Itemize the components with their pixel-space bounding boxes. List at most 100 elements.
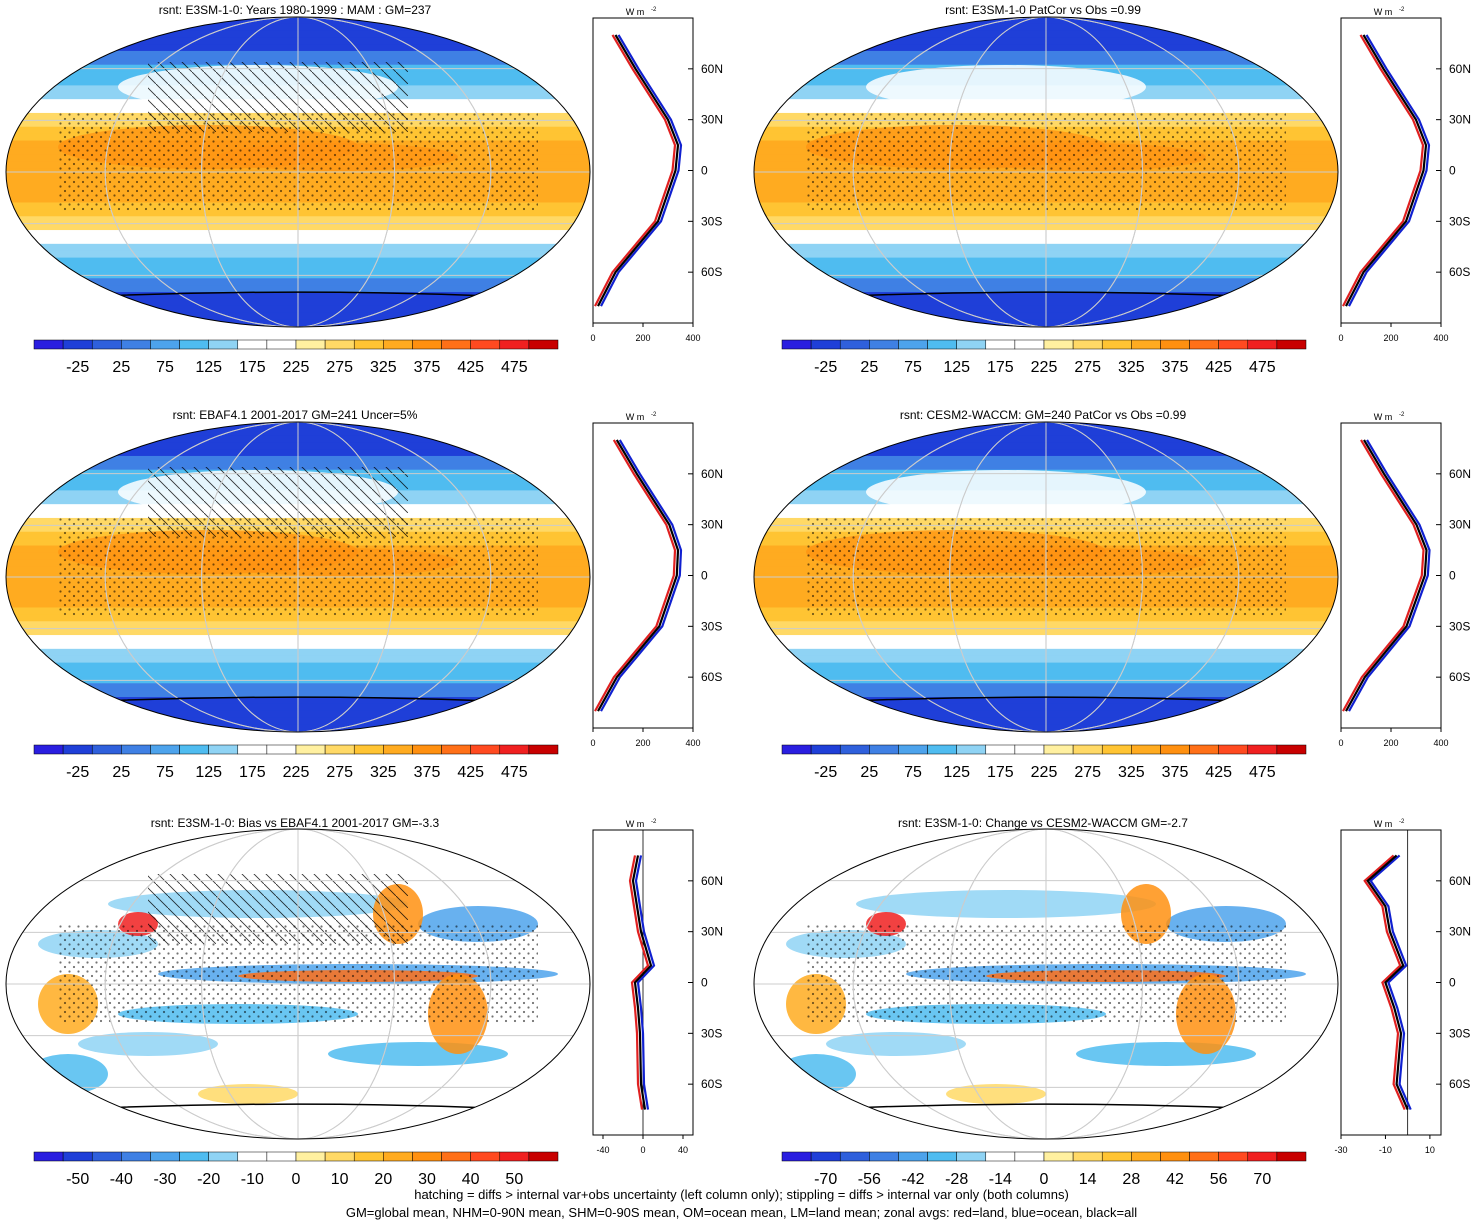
colorbar-tick-label: 20 — [374, 1171, 392, 1188]
zonal-tick-label: 40 — [678, 1145, 688, 1155]
zonal-tick-label: 0 — [1338, 333, 1343, 343]
zonal-tick-label: 200 — [635, 738, 650, 748]
colorbar-tick-label: 175 — [987, 764, 1014, 781]
panel-title: rsnt: E3SM-1-0: Change vs CESM2-WACCM GM… — [898, 816, 1188, 830]
lat-tick-label: 60S — [701, 670, 722, 684]
lat-tick-label: 60N — [701, 467, 723, 481]
zonal-tick-label: 0 — [640, 1145, 645, 1155]
colorbar-tick-label: 25 — [112, 764, 130, 781]
map-field — [6, 829, 590, 1139]
lat-tick-label: 0 — [1449, 976, 1456, 990]
lat-tick-label: 0 — [1449, 164, 1456, 178]
zonal-mean-line — [597, 439, 680, 712]
colorbar-tick-label: 10 — [331, 1171, 349, 1188]
colorbar-tick-label: 56 — [1210, 1171, 1228, 1188]
zonal-mean-panel: W m -2 60N 30N 0 30S 60S 0 200 400 — [1338, 412, 1471, 748]
colorbar-tick-label: 25 — [860, 764, 878, 781]
colorbar: -70 -56 -42 -28 -14 0 14 28 42 56 70 — [781, 1151, 1307, 1188]
map-field — [754, 17, 1338, 327]
colorbar-tick-label: 375 — [1162, 764, 1189, 781]
zonal-tick-label: 400 — [685, 333, 700, 343]
colorbar-tick-label: -14 — [989, 1171, 1012, 1188]
colorbar-tick-label: 275 — [326, 359, 353, 376]
colorbar-tick-label: 325 — [1118, 359, 1145, 376]
lat-tick-label: 60S — [1449, 670, 1470, 684]
map-field — [754, 829, 1338, 1139]
colorbar-tick-label: 225 — [283, 764, 310, 781]
panel-plot: -50 -40 -30 -20 -10 0 10 20 30 40 50 W m -2 60N 30N 0 30… — [5, 819, 723, 1188]
colorbar-tick-label: 375 — [414, 764, 441, 781]
map-field — [6, 17, 590, 327]
panel-plot: -25 25 75 125 175 225 275 325 375 425 475 W m -2 60N 3… — [753, 412, 1471, 781]
zonal-mean-line — [1345, 439, 1428, 712]
panel-1: rsnt: E3SM-1-0: Years 1980-1999 : MAM : … — [0, 0, 740, 400]
zonal-mean-panel: W m -2 60N 30N 0 30S 60S 0 200 400 — [590, 7, 723, 343]
lat-tick-label: 30N — [1449, 518, 1471, 532]
panel-5: rsnt: E3SM-1-0: Bias vs EBAF4.1 2001-201… — [0, 812, 740, 1212]
lat-tick-label: 0 — [1449, 569, 1456, 583]
footer-line-1: hatching = diffs > internal var+obs unce… — [414, 1187, 1069, 1202]
zonal-mean-line — [1342, 439, 1425, 712]
panel-title: rsnt: E3SM-1-0 PatCor vs Obs =0.99 — [945, 3, 1141, 17]
zonal-tick-label: -10 — [1379, 1145, 1392, 1155]
svg-text:-2: -2 — [651, 819, 657, 825]
colorbar-tick-label: 375 — [414, 359, 441, 376]
zonal-tick-label: 400 — [685, 738, 700, 748]
colorbar-tick-label: 0 — [292, 1171, 301, 1188]
colorbar-tick-label: -30 — [153, 1171, 176, 1188]
svg-text:W m: W m — [626, 819, 645, 829]
lat-tick-label: 30S — [1449, 214, 1470, 228]
colorbar-tick-label: 125 — [195, 764, 222, 781]
colorbar-tick-label: 225 — [1031, 764, 1058, 781]
colorbar-tick-label: -70 — [814, 1171, 837, 1188]
zonal-tick-label: 200 — [1383, 738, 1398, 748]
colorbar-tick-label: 75 — [904, 764, 922, 781]
lat-tick-label: 30S — [1449, 619, 1470, 633]
map-field — [6, 422, 590, 732]
colorbar: -25 25 75 125 175 225 275 325 375 425 475 — [781, 339, 1307, 376]
lat-tick-label: 30N — [1449, 113, 1471, 127]
lat-tick-label: 60N — [1449, 62, 1471, 76]
colorbar-tick-label: 175 — [239, 359, 266, 376]
colorbar-tick-label: 475 — [501, 764, 528, 781]
colorbar-tick-label: 30 — [418, 1171, 436, 1188]
svg-text:-2: -2 — [1399, 819, 1405, 825]
colorbar-tick-label: 475 — [1249, 359, 1276, 376]
colorbar-tick-label: 40 — [462, 1171, 480, 1188]
colorbar: -25 25 75 125 175 225 275 325 375 425 475 — [781, 744, 1307, 781]
lat-tick-label: 30N — [701, 518, 723, 532]
zonal-mean-line — [594, 439, 677, 712]
colorbar-tick-label: 325 — [370, 359, 397, 376]
zonal-tick-label: -30 — [1334, 1145, 1347, 1155]
lat-tick-label: 30S — [701, 1026, 722, 1040]
lat-tick-label: 0 — [701, 569, 708, 583]
panel-title: rsnt: E3SM-1-0: Years 1980-1999 : MAM : … — [158, 3, 432, 17]
zonal-mean-line — [600, 34, 683, 307]
panel-plot: -70 -56 -42 -28 -14 0 14 28 42 56 70 W m -2 60N 30N 0 30… — [753, 819, 1471, 1188]
colorbar: -50 -40 -30 -20 -10 0 10 20 30 40 50 — [33, 1151, 559, 1188]
lat-tick-label: 60N — [1449, 874, 1471, 888]
colorbar-tick-label: -25 — [814, 764, 837, 781]
svg-text:-2: -2 — [1399, 7, 1405, 13]
panel-3: rsnt: EBAF4.1 2001-2017 GM=241 Uncer=5% -… — [0, 405, 740, 805]
colorbar-tick-label: 0 — [1040, 1171, 1049, 1188]
zonal-mean-line — [1348, 34, 1431, 307]
colorbar: -25 25 75 125 175 225 275 325 375 425 475 — [33, 339, 559, 376]
panel-title: rsnt: EBAF4.1 2001-2017 GM=241 Uncer=5% — [172, 408, 418, 422]
zonal-tick-label: -40 — [596, 1145, 609, 1155]
colorbar-tick-label: 50 — [505, 1171, 523, 1188]
colorbar-tick-label: 175 — [987, 359, 1014, 376]
colorbar-tick-label: 42 — [1166, 1171, 1184, 1188]
lat-tick-label: 60S — [1449, 1077, 1470, 1091]
colorbar-tick-label: 14 — [1079, 1171, 1097, 1188]
colorbar-tick-label: 28 — [1122, 1171, 1140, 1188]
lat-tick-label: 60S — [701, 1077, 722, 1091]
zonal-tick-label: 10 — [1425, 1145, 1435, 1155]
lat-tick-label: 0 — [701, 976, 708, 990]
svg-text:-2: -2 — [651, 412, 657, 418]
svg-text:W m: W m — [1374, 7, 1393, 17]
colorbar-tick-label: 75 — [156, 764, 174, 781]
colorbar-tick-label: 75 — [156, 359, 174, 376]
zonal-mean-line — [1363, 854, 1406, 1111]
lat-tick-label: 0 — [701, 164, 708, 178]
